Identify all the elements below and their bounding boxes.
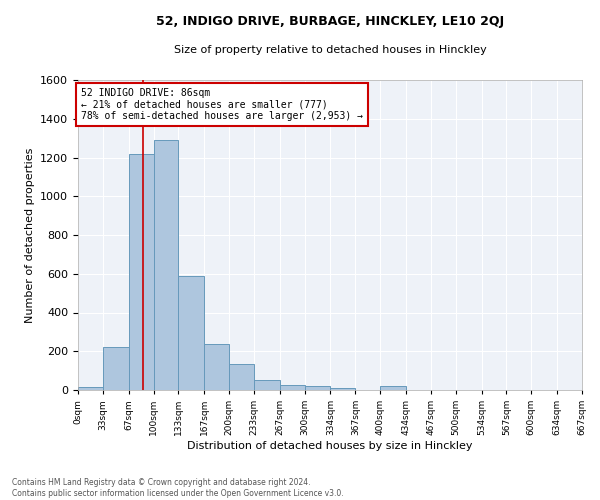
Text: Size of property relative to detached houses in Hinckley: Size of property relative to detached ho… xyxy=(173,45,487,55)
Text: 52 INDIGO DRIVE: 86sqm
← 21% of detached houses are smaller (777)
78% of semi-de: 52 INDIGO DRIVE: 86sqm ← 21% of detached… xyxy=(81,88,363,121)
Bar xyxy=(305,386,331,390)
Bar xyxy=(178,276,204,390)
Bar xyxy=(254,380,280,390)
Bar xyxy=(229,364,254,390)
Bar xyxy=(128,154,154,390)
Bar xyxy=(154,140,178,390)
Bar xyxy=(78,387,103,390)
Bar xyxy=(331,388,355,390)
Bar xyxy=(204,344,229,390)
Text: Contains HM Land Registry data © Crown copyright and database right 2024.
Contai: Contains HM Land Registry data © Crown c… xyxy=(12,478,344,498)
X-axis label: Distribution of detached houses by size in Hinckley: Distribution of detached houses by size … xyxy=(187,441,473,451)
Bar xyxy=(380,386,406,390)
Y-axis label: Number of detached properties: Number of detached properties xyxy=(25,148,35,322)
Text: 52, INDIGO DRIVE, BURBAGE, HINCKLEY, LE10 2QJ: 52, INDIGO DRIVE, BURBAGE, HINCKLEY, LE1… xyxy=(156,15,504,28)
Bar xyxy=(103,348,128,390)
Bar xyxy=(280,385,305,390)
